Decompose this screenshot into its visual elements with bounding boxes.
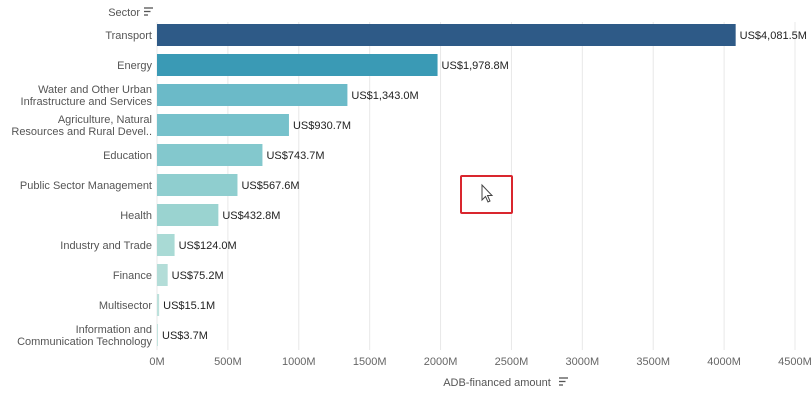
category-label-line: Transport <box>105 30 152 42</box>
category-labels: Transport Energy Water and Other Urban Infr… <box>11 30 152 348</box>
value-label: US$3.7M <box>162 330 208 342</box>
bar[interactable] <box>157 174 238 196</box>
value-label: US$15.1M <box>163 300 215 312</box>
cursor-highlight-box <box>460 175 513 214</box>
category-label: Industry and Trade <box>60 240 152 252</box>
category-label-line: Health <box>120 210 152 222</box>
category-label-line: Education <box>103 150 152 162</box>
bar[interactable] <box>157 234 175 256</box>
value-label: US$567.6M <box>241 180 299 192</box>
category-label-line: Finance <box>113 270 152 282</box>
category-label-line: Information and <box>76 324 152 336</box>
category-label-line: Resources and Rural Devel.. <box>11 126 152 138</box>
bar[interactable] <box>157 144 263 166</box>
x-tick-label: 4500M <box>778 356 812 368</box>
bar[interactable] <box>157 294 160 316</box>
category-label: Health <box>120 210 152 222</box>
category-label-line: Industry and Trade <box>60 240 152 252</box>
category-label: Public Sector Management <box>20 180 152 192</box>
amount-sort-icon[interactable] <box>559 377 568 386</box>
value-labels: US$4,081.5M US$1,978.8M US$1,343.0M US$930.… <box>162 30 807 342</box>
x-tick-label: 500M <box>214 356 242 368</box>
sector-sort-icon[interactable] <box>144 7 153 16</box>
y-axis-title: Sector <box>108 7 140 19</box>
category-label-line: Water and Other Urban <box>38 84 152 96</box>
category-label-line: Communication Technology <box>17 336 152 348</box>
mouse-pointer-icon <box>481 183 494 203</box>
x-tick-label: 3000M <box>566 356 600 368</box>
x-axis-title: ADB-financed amount <box>443 377 551 389</box>
bars <box>157 24 736 346</box>
x-tick-labels: 0M 500M 1000M 1500M 2000M 2500M 3000M 3500M 4000… <box>149 356 811 368</box>
bar[interactable] <box>157 114 289 136</box>
value-label: US$743.7M <box>266 150 324 162</box>
x-tick-label: 2500M <box>495 356 529 368</box>
category-label: Multisector <box>99 300 153 312</box>
value-label: US$1,343.0M <box>351 90 418 102</box>
category-label: Education <box>103 150 152 162</box>
value-label: US$1,978.8M <box>442 60 509 72</box>
bar[interactable] <box>157 54 438 76</box>
value-label: US$124.0M <box>179 240 237 252</box>
x-tick-label: 1000M <box>282 356 316 368</box>
category-label-line: Energy <box>117 60 152 72</box>
bar[interactable] <box>157 84 348 106</box>
x-tick-label: 0M <box>149 356 164 368</box>
value-label: US$4,081.5M <box>740 30 807 42</box>
value-label: US$75.2M <box>172 270 224 282</box>
category-label: Finance <box>113 270 152 282</box>
category-label-line: Multisector <box>99 300 153 312</box>
category-label: Agriculture, Natural Resources and Rural … <box>11 114 152 138</box>
x-tick-label: 3500M <box>636 356 670 368</box>
value-label: US$432.8M <box>222 210 280 222</box>
bar[interactable] <box>157 24 736 46</box>
category-label: Water and Other Urban Infrastructure and … <box>21 84 153 108</box>
x-tick-label: 1500M <box>353 356 387 368</box>
bar[interactable] <box>157 324 158 346</box>
category-label: Transport <box>105 30 152 42</box>
x-tick-label: 4000M <box>707 356 741 368</box>
bar[interactable] <box>157 264 168 286</box>
x-tick-label: 2000M <box>424 356 458 368</box>
value-label: US$930.7M <box>293 120 351 132</box>
category-label-line: Agriculture, Natural <box>58 114 152 126</box>
category-label: Energy <box>117 60 152 72</box>
category-label: Information and Communication Technology <box>17 324 152 348</box>
category-label-line: Infrastructure and Services <box>21 96 153 108</box>
bar[interactable] <box>157 204 219 226</box>
category-label-line: Public Sector Management <box>20 180 152 192</box>
